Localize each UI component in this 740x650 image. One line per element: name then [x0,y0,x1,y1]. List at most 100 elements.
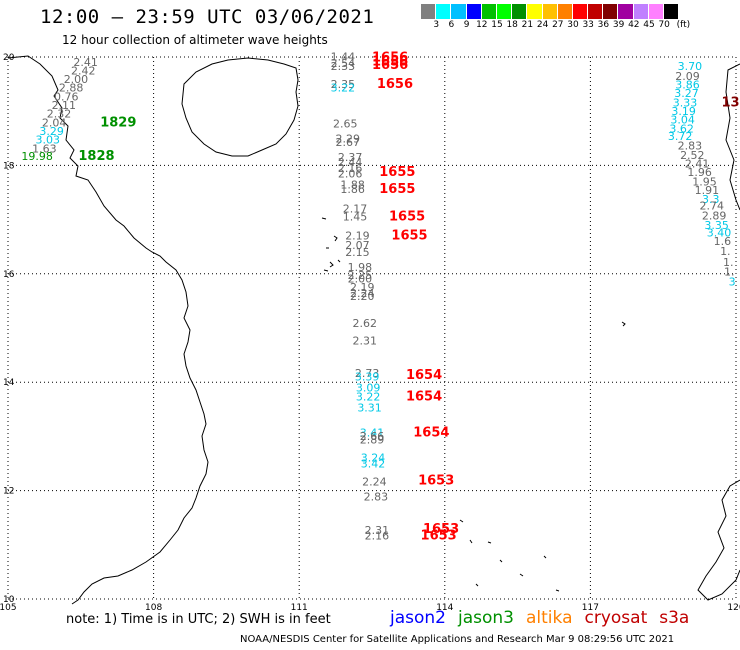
wave-height-label: 2.25 [348,269,373,282]
mission-altika: altika [526,608,573,628]
pass-time-label: 1653 [423,522,459,537]
legend-swatch [603,4,619,19]
lat-lon-grid [7,56,737,600]
legend-swatch [481,4,497,19]
mission-jason3: jason3 [458,608,514,628]
wave-height-label: 3.22 [356,391,381,404]
wave-height-label: 2.83 [678,140,703,153]
legend-swatch [633,4,649,19]
legend-label: 18 [506,20,518,30]
wave-height-label: 2.35 [331,78,356,91]
wave-height-label: 2.15 [345,246,370,259]
y-tick-label: 16 [3,270,15,280]
mission-legend: jason2 jason3 altika cryosat s3a [390,608,689,628]
x-tick-label: 105 [0,603,17,613]
wave-height-label: 3.31 [357,401,382,414]
legend-label: 39 [612,20,625,30]
wave-height-label: 1.96 [687,166,712,179]
wave-height-label: 1.45 [343,211,368,224]
pass-time-label: 1655 [391,229,427,244]
wave-height-label: 3.19 [671,105,696,118]
legend-label: 6 [448,20,455,30]
legend-swatch [421,4,437,19]
legend-swatch [648,4,664,19]
y-tick-label: 20 [3,53,15,63]
pass-time-label: 1655 [379,165,415,180]
legend-label: 9 [463,20,470,30]
coastline [7,55,740,605]
hainan-island [181,57,299,157]
legend-label: 33 [582,20,594,30]
pass-time-label: 1654 [406,368,442,383]
spratly-islands [459,321,626,592]
legend-label: 45 [643,20,655,30]
luzon-coast [725,63,740,211]
wave-height-label: 2.65 [333,117,358,130]
wave-height-label: 2.31 [352,334,377,347]
y-tick-label: 12 [3,487,14,497]
legend-swatch [588,4,604,19]
wave-height-label: 3.42 [361,457,386,470]
legend-swatch [542,4,558,19]
wave-height-label: 3.72 [668,130,693,143]
pass-time-label: 1656 [372,58,408,73]
wave-height-label: 1.98 [348,261,373,274]
wave-height-label: 2.32 [47,108,72,121]
wave-height-label: 2.16 [338,162,363,175]
wave-height-label: 3.04 [670,114,695,127]
page-title: 12:00 – 23:59 UTC 03/06/2021 [40,6,375,28]
mission-jason2: jason2 [390,608,446,628]
axis-tick-labels: 105 108 111 114 117 120 20 18 16 14 12 10 [0,53,740,613]
pass-time-label: 135 [721,95,740,110]
legend-label: 15 [491,20,503,30]
x-tick-label: 111 [291,603,308,613]
wave-height-label: 2.19 [345,230,370,243]
wave-height-label: 3.24 [361,451,386,464]
wave-height-label: 2.41 [685,158,710,171]
wave-height-label: 3.70 [678,60,703,73]
wave-height-label: 2.44 [338,156,363,169]
legend-swatches [421,4,680,19]
wave-height-label: 3.3 [702,193,720,206]
x-tick-label: 114 [436,603,453,613]
wave-height-label: 2.06 [338,167,363,180]
x-tick-label: 120 [727,603,740,613]
wave-height-label: 2.73 [355,367,380,380]
pass-time-label: 1654 [413,425,449,440]
legend-swatch [436,4,452,19]
wave-height-label: 2.09 [675,70,700,83]
pass-time-label: 1655 [389,210,425,225]
wave-height-label: 2.88 [59,82,84,95]
legend-swatch [664,4,680,19]
wave-height-label: 3 [729,276,736,289]
wave-height-label: 2.16 [365,529,390,542]
legend-label: 3 [433,20,440,30]
wave-height-labels: 2.412.422.002.880.762.112.322.043.293.03… [21,50,735,542]
wave-height-label: 2.37 [338,151,363,164]
pass-time-label: 1655 [379,182,415,197]
wave-height-label: 1.91 [695,184,720,197]
wave-height-label: 2.52 [680,149,705,162]
pass-time-labels: 1829182816561656165616561655165516551655… [78,50,740,543]
legend-swatch [557,4,573,19]
legend-swatch [512,4,528,19]
legend-label: 24 [536,20,549,30]
wave-height-label: 3.22 [331,82,356,95]
y-tick-label: 14 [3,378,15,388]
wave-height-label: 3.39 [355,371,380,384]
wave-height-label: 2.24 [350,287,375,300]
wave-height-label: 1.95 [692,175,717,188]
legend-labels: 3 6 9 12 15 18 21 24 27 30 33 36 39 42 45 70 (ft) [421,19,690,31]
wave-height-label: 3.03 [36,134,61,147]
legend-swatch [618,4,634,19]
wave-height-label: 2.11 [52,99,77,112]
wave-height-label: 19.98 [21,150,53,163]
wave-height-legend: 3 6 9 12 15 18 21 24 27 30 33 36 39 42 45 70 (ft) [421,4,690,31]
wave-height-label: 2.19 [350,281,375,294]
wave-height-label: 2.24 [362,476,387,489]
footnote: note: 1) Time is in UTC; 2) SWH is in fe… [66,612,331,627]
pass-time-label: 1654 [406,390,442,405]
wave-height-label: 2.74 [699,199,724,212]
wave-height-label: 1.44 [331,50,356,63]
